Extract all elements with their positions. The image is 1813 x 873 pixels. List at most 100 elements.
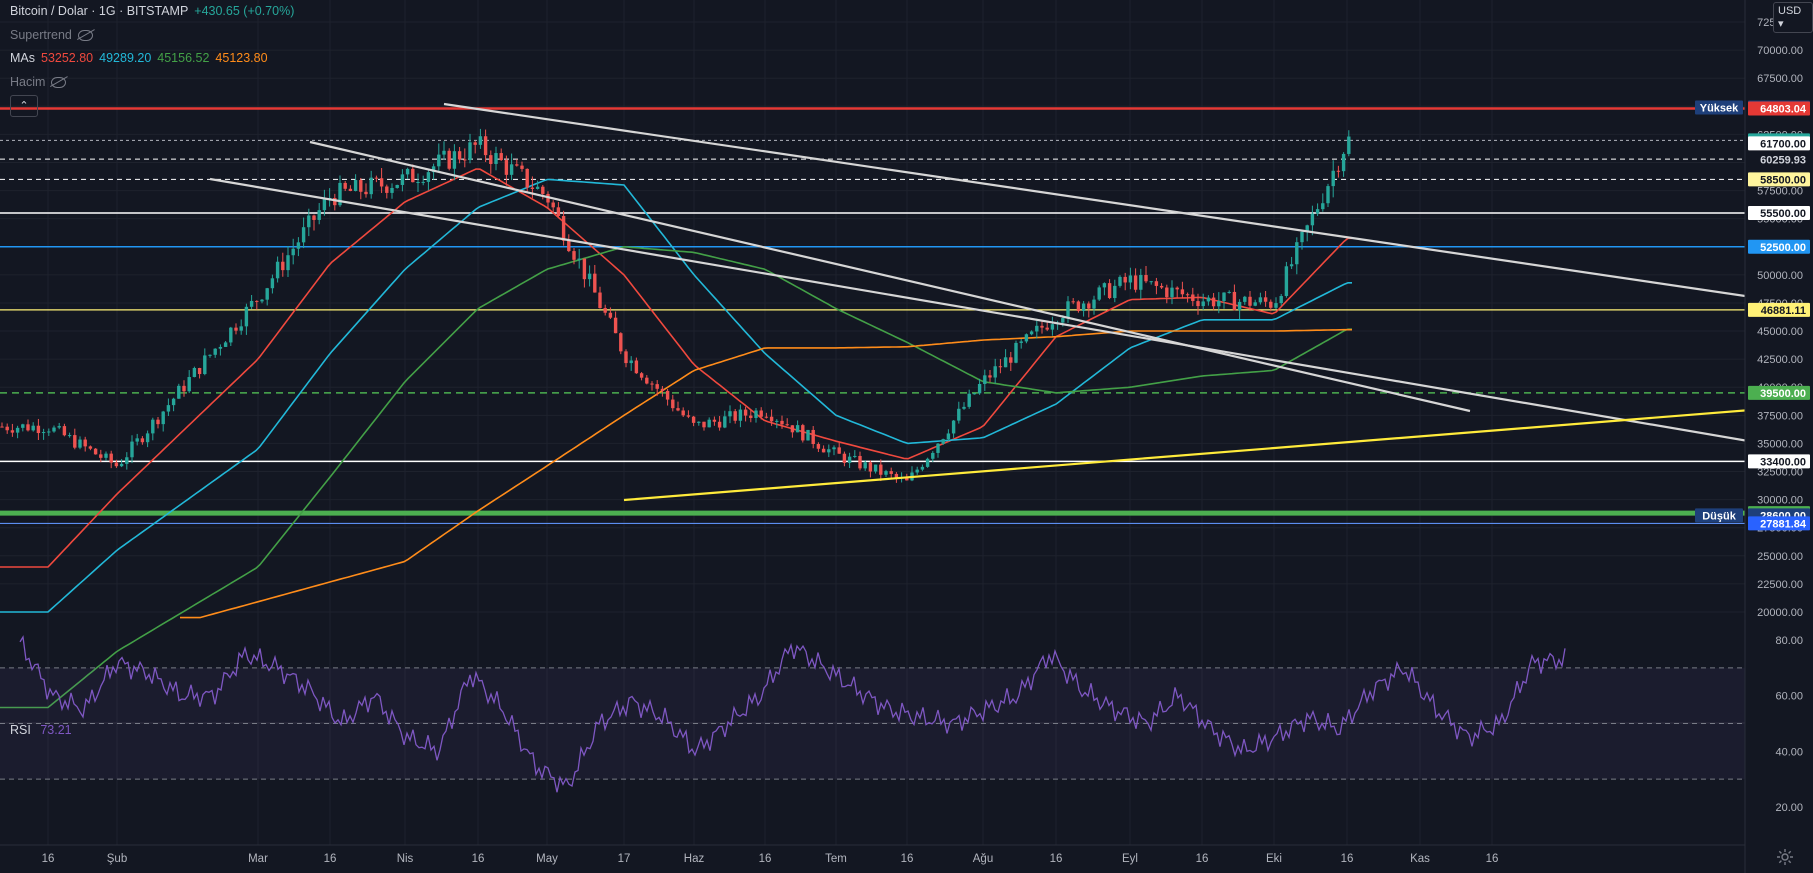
time-tick: 16 <box>324 853 337 865</box>
price-tag-value: 55500.00 <box>1760 208 1806 220</box>
candle-body <box>660 388 665 391</box>
price-tick: 32500.00 <box>1757 467 1803 479</box>
time-tick: 16 <box>1196 853 1209 865</box>
symbol-title[interactable]: Bitcoin / Dolar · 1G · BITSTAMP <box>10 4 189 18</box>
candle-body <box>489 155 493 164</box>
currency-selector[interactable]: USD ▾ <box>1773 2 1813 33</box>
candle-body <box>1107 283 1112 299</box>
trend-line[interactable] <box>443 102 1813 308</box>
candle-body <box>681 410 685 416</box>
candle-body <box>239 326 243 331</box>
collapse-legend-button[interactable]: ⌃ <box>10 95 38 117</box>
price-tick: 37500.00 <box>1757 410 1803 422</box>
hidden-eye-icon[interactable] <box>77 29 93 41</box>
candle-body <box>135 438 139 442</box>
candle-body <box>515 164 519 166</box>
candle-body <box>639 373 644 378</box>
price-axis[interactable]: 72500.0070000.0067500.0065000.0062500.00… <box>1695 0 1813 873</box>
time-axis[interactable]: 16 Şub Mar 16 Nis 16 May 17 Haz 16 Tem 16 Ağu 16 Eyl 16… <box>0 844 1745 865</box>
candle-body <box>577 258 581 260</box>
price-tag-bg <box>1748 302 1810 317</box>
candle-body <box>359 180 363 192</box>
candle-body <box>634 360 639 374</box>
candle-body <box>291 248 295 256</box>
candle-body <box>1196 301 1200 307</box>
candle-body <box>894 473 899 478</box>
candle-body <box>858 455 862 469</box>
candle-body <box>0 426 4 428</box>
main-pane[interactable] <box>0 0 1813 845</box>
trend-line[interactable] <box>209 177 1813 454</box>
candle-body <box>795 425 800 433</box>
candle-body <box>1206 297 1211 302</box>
candle-body <box>1295 242 1299 265</box>
candle-body <box>130 441 134 458</box>
candle-body <box>509 164 514 175</box>
volume-row[interactable]: Hacim <box>10 71 294 95</box>
candle-body <box>931 452 935 459</box>
candle-body <box>972 393 977 395</box>
mas-label[interactable]: MAs <box>10 51 35 65</box>
candle-body <box>405 168 410 175</box>
candle-body <box>946 433 951 440</box>
candle-body <box>905 477 909 481</box>
trend-lines[interactable] <box>209 102 1813 502</box>
time-ticks: 16 Şub Mar 16 Nis 16 May 17 Haz 16 Tem 16 Ağu 16 Eyl 16… <box>42 853 1499 865</box>
mas-row[interactable]: MAs 53252.80 49289.20 45156.52 45123.80 <box>10 47 294 71</box>
candle-body <box>671 399 675 409</box>
hidden-eye-icon[interactable] <box>51 76 67 88</box>
candle-body <box>1061 318 1065 323</box>
candle-body <box>260 299 264 302</box>
candle-body <box>754 410 758 418</box>
candle-body <box>145 433 150 443</box>
candle-body <box>749 415 753 418</box>
price-tag-bg <box>1748 239 1810 254</box>
candle-body <box>5 426 9 431</box>
candle-body <box>57 426 61 428</box>
candle-body <box>416 181 420 183</box>
candle-body <box>1050 324 1055 330</box>
candle-body <box>1029 331 1034 335</box>
candle-body <box>1258 297 1263 303</box>
horizontal-levels[interactable] <box>0 107 1745 525</box>
settings-gear-icon[interactable] <box>1776 848 1794 866</box>
candle-body <box>499 153 503 161</box>
candle-body <box>1222 292 1226 301</box>
rsi-legend[interactable]: RSI 73.21 <box>10 723 72 737</box>
candle-body <box>977 383 982 394</box>
candle-body <box>613 317 618 334</box>
candle-body <box>780 420 784 425</box>
candle-body <box>1081 303 1086 312</box>
candle-body <box>99 454 103 458</box>
candle-body <box>712 419 717 422</box>
price-tag-bg <box>1748 152 1810 167</box>
candle-body <box>119 463 124 467</box>
candle-body <box>333 198 337 206</box>
volume-label[interactable]: Hacim <box>10 74 46 89</box>
price-tick: 70000.00 <box>1757 45 1803 57</box>
supertrend-row[interactable]: Supertrend <box>10 24 294 48</box>
time-tick: Kas <box>1410 853 1430 865</box>
candle-body <box>842 453 847 463</box>
candle-body <box>369 177 373 195</box>
candle-body <box>197 368 202 375</box>
price-tag-value: 52500.00 <box>1760 242 1806 254</box>
candle-body <box>1113 285 1117 299</box>
symbol-row[interactable]: Bitcoin / Dolar · 1G · BITSTAMP +430.65 … <box>10 0 294 24</box>
price-tag-label-bg <box>1695 100 1743 115</box>
candle-body <box>655 384 659 389</box>
candle-body <box>104 453 108 458</box>
time-tick: 16 <box>901 853 914 865</box>
trend-line[interactable] <box>623 403 1813 502</box>
candle-body <box>364 191 368 195</box>
candle-body <box>1248 296 1252 306</box>
candle-body <box>775 420 779 422</box>
trend-line[interactable] <box>309 140 1471 413</box>
candle-body <box>390 187 394 193</box>
rsi-pane[interactable] <box>0 635 1745 793</box>
candle-body <box>769 416 774 422</box>
candle-body <box>203 355 207 375</box>
price-tick: 50000.00 <box>1757 270 1803 282</box>
candle-body <box>1045 327 1049 330</box>
supertrend-label[interactable]: Supertrend <box>10 27 72 42</box>
